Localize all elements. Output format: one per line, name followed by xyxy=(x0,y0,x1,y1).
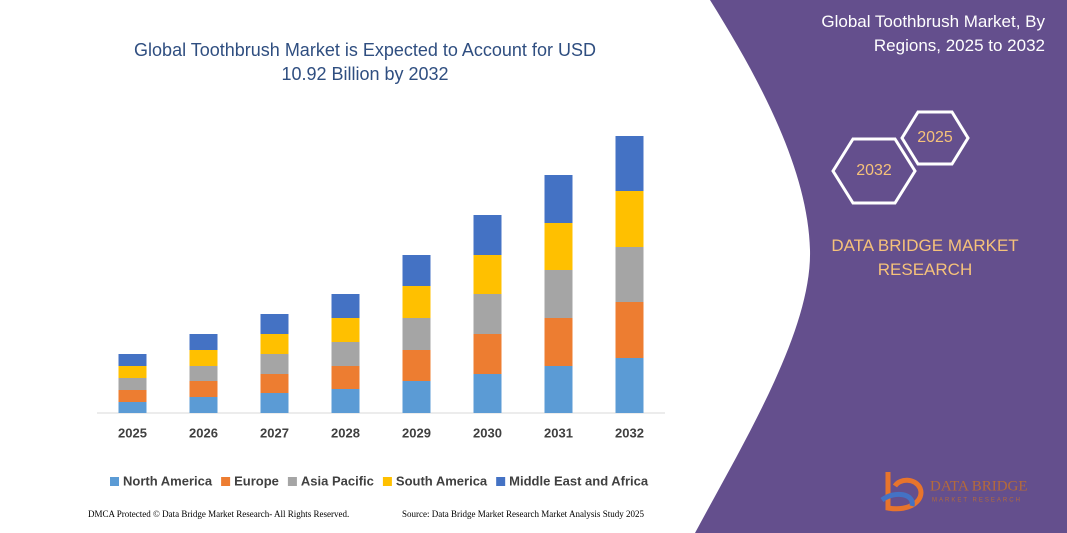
bar-segment xyxy=(402,286,431,318)
footer-copyright: DMCA Protected © Data Bridge Market Rese… xyxy=(88,509,349,519)
bar-segment xyxy=(615,358,644,413)
logo-mark xyxy=(880,491,915,507)
legend-swatch xyxy=(382,477,392,486)
footer-source: Source: Data Bridge Market Research Mark… xyxy=(402,509,644,519)
legend-swatch xyxy=(287,477,297,486)
hex-label: 2032 xyxy=(856,162,892,179)
legend-label: Europe xyxy=(234,473,279,488)
bar-segment xyxy=(189,397,218,413)
legend-label: Asia Pacific xyxy=(301,473,374,488)
hexagon xyxy=(831,137,917,205)
legend-label: South America xyxy=(396,473,488,488)
bar-segment xyxy=(260,354,289,374)
bar-segment xyxy=(118,390,147,402)
bar-segment xyxy=(544,318,573,366)
bar-segment xyxy=(473,294,502,334)
bar-segment xyxy=(189,334,218,350)
bar-segment xyxy=(189,381,218,397)
legend-label: North America xyxy=(123,473,213,488)
bar-segment xyxy=(473,334,502,374)
x-tick-label: 2031 xyxy=(544,425,573,440)
bar-segment xyxy=(473,215,502,255)
bar-segment xyxy=(544,175,573,223)
panel-brand: DATA BRIDGE MARKET RESEARCH xyxy=(831,236,1019,279)
bar-segment xyxy=(118,366,147,378)
legend-swatch xyxy=(221,477,231,486)
bar-segment xyxy=(473,374,502,413)
x-tick-label: 2030 xyxy=(473,425,502,440)
bar-segment xyxy=(260,374,289,393)
bar-segment xyxy=(544,223,573,270)
bar-segment xyxy=(331,342,360,366)
bar-segment xyxy=(544,270,573,318)
bar-segment xyxy=(118,402,147,413)
bar-segment xyxy=(402,350,431,381)
logo-mark xyxy=(885,472,924,512)
bar-segment xyxy=(260,314,289,334)
panel-title: Global Toothbrush Market, By Regions, 20… xyxy=(821,12,1045,55)
bar-segment xyxy=(402,318,431,350)
legend-swatch xyxy=(496,477,506,486)
x-tick-label: 2028 xyxy=(331,425,360,440)
legend-swatch xyxy=(110,477,119,486)
hex-label: 2025 xyxy=(917,129,953,146)
bar-segment xyxy=(615,247,644,302)
bar-segment xyxy=(615,191,644,247)
x-tick-label: 2027 xyxy=(260,425,289,440)
bar-segment xyxy=(189,350,218,366)
hexagon xyxy=(900,110,970,166)
bar-segment xyxy=(118,354,147,366)
bar-segment xyxy=(331,294,360,318)
bar-segment xyxy=(615,302,644,358)
bar-segment xyxy=(260,334,289,354)
logo-name: DATA BRIDGE xyxy=(930,478,1028,494)
bar-segment xyxy=(402,255,431,286)
bar-segment xyxy=(331,389,360,413)
x-tick-label: 2026 xyxy=(189,425,218,440)
side-panel xyxy=(695,0,1067,533)
bar-segment xyxy=(402,381,431,413)
bar-segment xyxy=(260,393,289,413)
chart-title: Global Toothbrush Market is Expected to … xyxy=(134,40,596,84)
x-tick-label: 2032 xyxy=(615,425,644,440)
x-tick-label: 2029 xyxy=(402,425,431,440)
legend-label: Middle East and Africa xyxy=(509,473,649,488)
bar-segment xyxy=(331,318,360,342)
bar-segment xyxy=(118,378,147,390)
bar-segment xyxy=(473,255,502,294)
bar-segment xyxy=(615,136,644,191)
bar-segment xyxy=(331,366,360,389)
logo-tagline: MARKET RESEARCH xyxy=(932,498,1022,504)
bar-segment xyxy=(189,366,218,381)
x-tick-label: 2025 xyxy=(118,425,147,440)
bar-segment xyxy=(544,366,573,413)
